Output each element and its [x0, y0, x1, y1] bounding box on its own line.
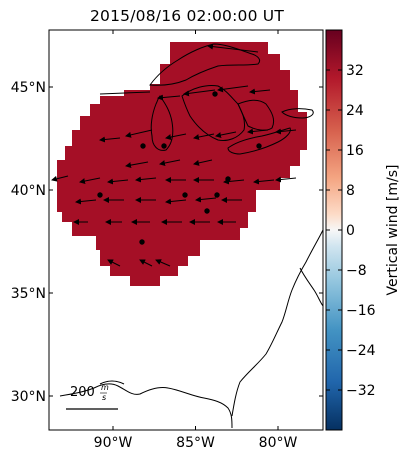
lake-superior-outline	[149, 43, 261, 86]
map-frame	[48, 29, 324, 431]
colorbar-tick-label: −8	[346, 263, 367, 279]
atlantic-coastline	[231, 229, 323, 417]
wind-vector	[75, 198, 97, 205]
wind-vector	[159, 159, 181, 166]
wind-vector	[107, 178, 129, 185]
lake-ontario-outline	[281, 108, 314, 119]
lat-tick-label: 40°N	[11, 183, 46, 199]
lake-michigan-outline	[150, 95, 174, 151]
station-marker	[97, 192, 103, 198]
station-marker	[204, 208, 210, 214]
station-markers	[97, 91, 262, 245]
coastlines	[59, 43, 323, 429]
scale-label: 200	[70, 385, 95, 400]
michigan-peninsula-outline	[181, 85, 245, 141]
wind-vector	[217, 85, 249, 93]
lon-tick-label: 85°W	[176, 435, 215, 451]
station-marker	[225, 176, 231, 182]
lake-huron-outline	[237, 99, 275, 131]
wind-vector	[223, 178, 245, 185]
wind-vector	[165, 133, 187, 140]
wind-vector	[125, 129, 153, 138]
wind-vectors	[51, 43, 297, 267]
longitude-labels: 90°W 85°W 80°W	[94, 30, 298, 451]
colorbar-ticks: 32 24 16 8 0 −8 −16 −24 −32	[326, 63, 376, 399]
wind-vector	[193, 133, 215, 140]
station-marker	[182, 192, 188, 198]
wind-vector	[79, 177, 101, 184]
colorbar-label: Vertical wind [m/s]	[385, 165, 401, 296]
scale-unit-den: s	[102, 393, 106, 402]
station-marker	[139, 239, 145, 245]
colorbar-tick-label: −24	[346, 343, 376, 359]
lat-tick-label: 35°N	[11, 286, 46, 302]
colorbar-tick-label: 24	[346, 103, 364, 119]
wind-field	[57, 42, 307, 286]
scale-arrow: 200 m s	[66, 383, 118, 410]
scale-unit-num: m	[101, 383, 109, 392]
station-marker	[140, 143, 146, 149]
gulf-coastline	[59, 383, 233, 429]
wind-vector	[275, 128, 297, 135]
colorbar-tick-label: −16	[346, 303, 376, 319]
wind-vector	[195, 196, 217, 203]
wind-vector	[135, 176, 157, 183]
plot-title: 2015/08/16 02:00:00 UT	[89, 7, 285, 25]
station-marker	[214, 192, 220, 198]
wind-vector	[253, 178, 275, 185]
wind-vector	[183, 89, 216, 97]
station-marker	[161, 143, 167, 149]
lon-tick-label: 80°W	[259, 435, 298, 451]
wind-vector	[207, 43, 259, 53]
wind-vector	[139, 259, 153, 267]
lat-tick-label: 30°N	[11, 389, 46, 405]
wind-vector	[247, 128, 269, 135]
latitude-labels: 45°N 40°N 35°N 30°N	[11, 80, 323, 405]
wind-vector	[165, 198, 187, 205]
wind-vector	[125, 161, 149, 169]
carolina-capes	[299, 267, 323, 307]
station-marker	[212, 91, 218, 97]
station-marker	[256, 143, 262, 149]
wind-vector	[193, 159, 213, 166]
lat-tick-label: 45°N	[11, 80, 46, 96]
colorbar-tick-label: 16	[346, 143, 364, 159]
lake-erie-outline	[227, 127, 291, 155]
colorbar-tick-label: −32	[346, 383, 376, 399]
wind-vector	[51, 175, 69, 182]
us-canada-border	[99, 91, 151, 95]
lon-tick-label: 90°W	[94, 435, 133, 451]
mississippi-delta	[99, 380, 125, 385]
wind-vector	[157, 94, 181, 101]
colorbar-tick-label: 0	[346, 223, 355, 239]
wind-vector	[99, 136, 121, 143]
wind-vector	[249, 88, 271, 95]
wind-vector	[107, 259, 121, 267]
wind-vector	[155, 259, 171, 267]
colorbar-tick-label: 8	[346, 183, 355, 199]
wind-vector	[215, 131, 237, 138]
colorbar-tick-label: 32	[346, 63, 364, 79]
wind-vector	[275, 176, 297, 183]
